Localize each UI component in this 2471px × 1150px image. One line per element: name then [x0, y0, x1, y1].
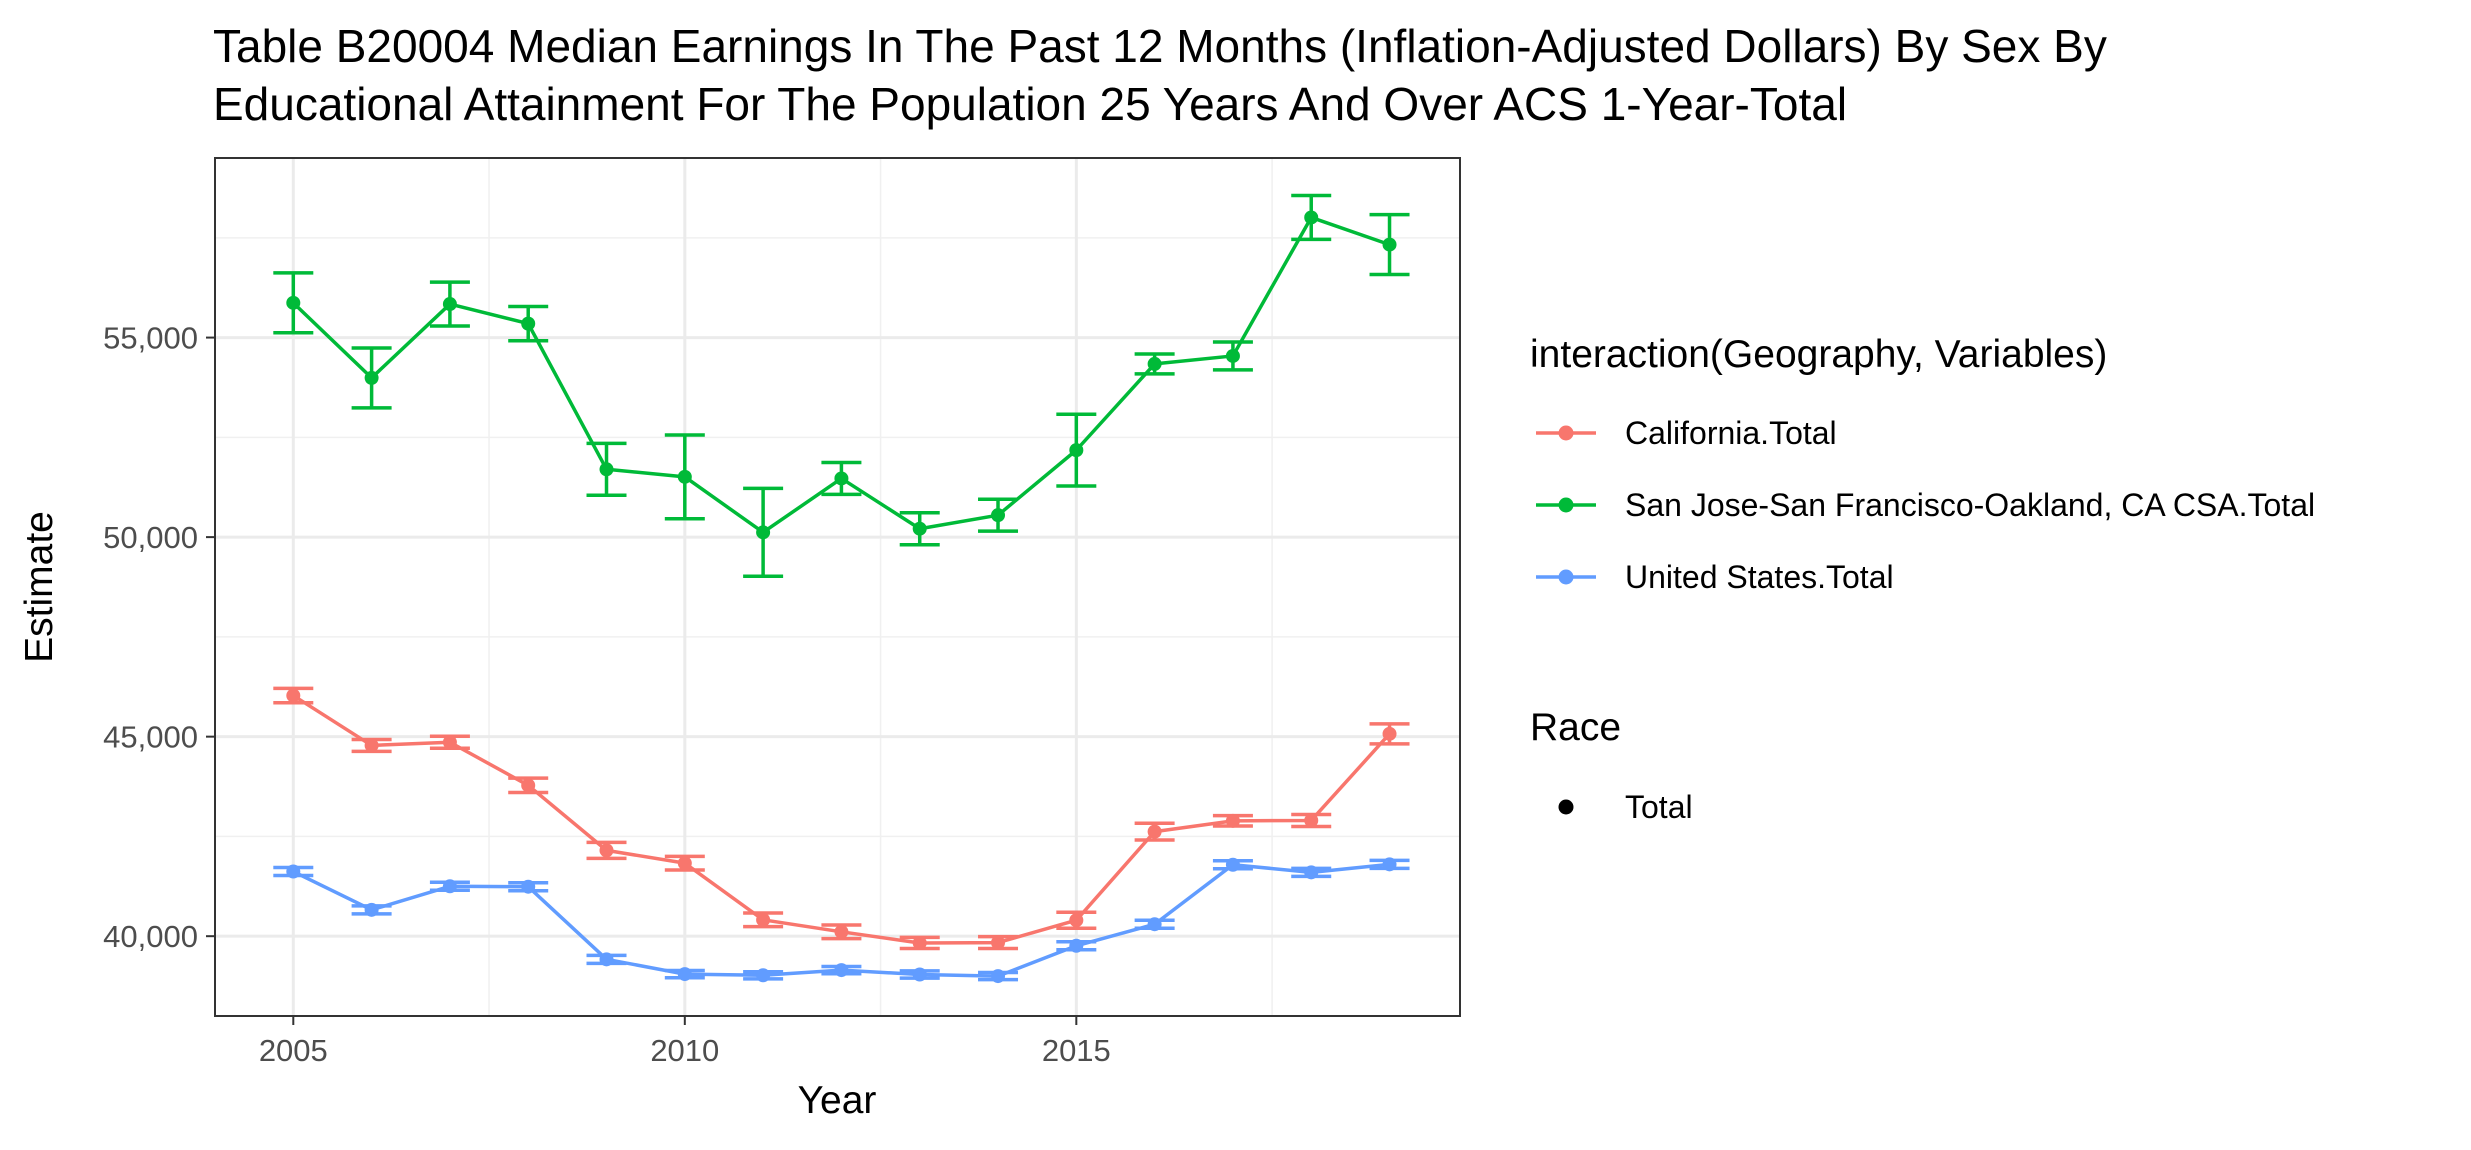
x-tick-label: 2005 [259, 1033, 328, 1068]
data-point [756, 912, 771, 927]
data-point [442, 879, 457, 894]
legend-key-point [1558, 497, 1574, 513]
y-tick-label: 40,000 [103, 919, 198, 954]
data-point [599, 952, 614, 967]
data-point [677, 856, 692, 871]
data-point [677, 967, 692, 982]
data-point [991, 969, 1006, 984]
chart-title-line-1: Table B20004 Median Earnings In The Past… [213, 20, 2107, 72]
data-point [1382, 726, 1397, 741]
data-point [521, 879, 536, 894]
data-point [834, 924, 849, 939]
data-point [1147, 917, 1162, 932]
legend-label: United States.Total [1625, 559, 1894, 595]
legend-label: California.Total [1625, 415, 1837, 451]
data-point [756, 968, 771, 983]
data-point [1225, 348, 1240, 363]
data-point [1147, 356, 1162, 371]
x-tick-label: 2015 [1042, 1033, 1111, 1068]
data-point [677, 469, 692, 484]
legend-shape-title: Race [1530, 706, 1621, 749]
data-point [1304, 813, 1319, 828]
data-point [834, 963, 849, 978]
legend-color-title: interaction(Geography, Variables) [1530, 333, 2107, 376]
legend-label: Total [1625, 789, 1693, 825]
x-tick-label: 2010 [650, 1033, 719, 1068]
data-point [442, 735, 457, 750]
y-axis-title: Estimate [18, 511, 61, 663]
y-tick-label: 50,000 [103, 520, 198, 555]
legend-key-point [1558, 425, 1574, 441]
data-point [442, 297, 457, 312]
data-point [364, 370, 379, 385]
data-point [599, 462, 614, 477]
data-point [286, 864, 301, 879]
data-point [991, 935, 1006, 950]
data-point [912, 521, 927, 536]
legend-color-entries: California.Total San Jose-San Francisco-O… [1536, 415, 2315, 595]
data-point [1304, 210, 1319, 225]
panel-border [214, 157, 1461, 1017]
data-point [834, 471, 849, 486]
data-point [521, 778, 536, 793]
chart-title-line-2: Educational Attainment For The Populatio… [213, 78, 1847, 130]
data-point [1225, 857, 1240, 872]
legend-key-point [1558, 799, 1574, 815]
grid-minor [215, 158, 1460, 1016]
y-tick-label: 45,000 [103, 720, 198, 755]
data-point [286, 295, 301, 310]
legend-entry: San Jose-San Francisco-Oakland, CA CSA.T… [1536, 487, 2315, 523]
data-point [991, 508, 1006, 523]
plot-panel [214, 157, 1461, 1017]
legend-entry: United States.Total [1536, 559, 1894, 595]
data-point [364, 738, 379, 753]
legend: interaction(Geography, Variables) Califo… [1530, 333, 2315, 825]
legend-entry: Total [1558, 789, 1693, 825]
data-point [286, 688, 301, 703]
data-point [1382, 237, 1397, 252]
x-axis-title: Year [798, 1079, 877, 1122]
legend-label: San Jose-San Francisco-Oakland, CA CSA.T… [1625, 487, 2315, 523]
data-point [1147, 824, 1162, 839]
legend-entry: California.Total [1536, 415, 1837, 451]
data-point [1304, 865, 1319, 880]
data-point [1069, 938, 1084, 953]
data-point [1069, 913, 1084, 928]
data-point [912, 967, 927, 982]
data-point [912, 935, 927, 950]
data-point [1225, 813, 1240, 828]
data-point [364, 902, 379, 917]
series-points [286, 210, 1397, 984]
x-axis: 2005 2010 2015 [259, 1016, 1111, 1068]
data-point [1382, 857, 1397, 872]
data-point [1069, 443, 1084, 458]
data-point [521, 316, 536, 331]
y-tick-label: 55,000 [103, 321, 198, 356]
legend-key-point [1558, 569, 1574, 585]
data-point [756, 525, 771, 540]
y-axis: 40,000 45,000 50,000 55,000 [103, 321, 215, 954]
data-point [599, 843, 614, 858]
legend-shape-entries: Total [1558, 789, 1693, 825]
